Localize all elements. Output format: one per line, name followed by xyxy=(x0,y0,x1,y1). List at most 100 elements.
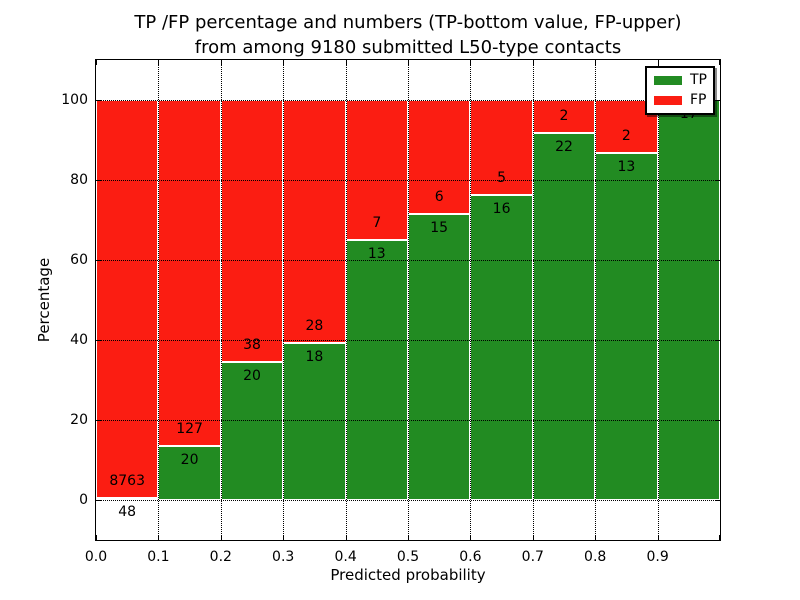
x-tick-mark xyxy=(595,60,597,65)
fp-count-label: 5 xyxy=(497,170,507,187)
y-tick-mark xyxy=(715,420,720,421)
horizontal-gridline xyxy=(96,100,720,101)
fp-count-label: 38 xyxy=(243,337,261,354)
x-tick-mark xyxy=(595,535,597,540)
x-tick-mark xyxy=(158,60,160,65)
tp-count-label: 13 xyxy=(617,159,636,176)
vertical-gridline xyxy=(345,60,347,540)
tp-count-label: 20 xyxy=(180,451,199,468)
x-tick-mark xyxy=(220,60,222,65)
horizontal-gridline xyxy=(96,420,720,421)
tp-bar-segment xyxy=(532,133,596,500)
tp-bar-segment xyxy=(158,445,221,500)
x-tick-mark xyxy=(470,60,472,65)
tp-count-label: 22 xyxy=(555,139,573,156)
x-tick-mark xyxy=(283,60,285,65)
legend-entry-label: FP xyxy=(690,92,707,108)
x-tick-mark xyxy=(96,535,97,540)
y-tick-mark xyxy=(96,180,101,181)
tp-count-label: 18 xyxy=(305,349,324,366)
vertical-gridline xyxy=(470,60,472,540)
x-tick-mark xyxy=(220,535,222,540)
chart-title-line1: TP /FP percentage and numbers (TP-bottom… xyxy=(134,12,682,33)
plot-area: 876348127203820281871361551622221317 xyxy=(95,59,721,541)
vertical-gridline xyxy=(283,60,285,540)
fp-count-label: 127 xyxy=(176,420,203,437)
x-tick-label: 0.9 xyxy=(646,549,669,565)
y-tick-label: 0 xyxy=(79,492,88,508)
y-tick-label: 80 xyxy=(70,172,88,188)
y-tick-mark xyxy=(96,420,101,421)
legend-entry-label: TP xyxy=(690,72,707,88)
y-tick-mark xyxy=(715,100,720,101)
x-tick-mark xyxy=(283,535,285,540)
x-tick-label: 0.5 xyxy=(396,549,420,565)
fp-bar-segment xyxy=(220,100,284,363)
tp-bar-segment xyxy=(345,240,408,500)
x-tick-label: 0.2 xyxy=(209,549,232,565)
tp-bar-segment xyxy=(595,153,658,500)
x-tick-mark xyxy=(345,60,347,65)
fp-bar-segment xyxy=(96,100,159,498)
y-tick-label: 20 xyxy=(70,412,88,428)
x-tick-mark xyxy=(408,535,409,540)
fp-count-label: 7 xyxy=(372,215,382,231)
chart-title-line2: from among 9180 submitted L50-type conta… xyxy=(194,37,622,58)
tp-count-label: 15 xyxy=(430,220,449,237)
legend-entry: FP xyxy=(654,92,707,108)
vertical-gridline xyxy=(408,60,409,540)
y-tick-mark xyxy=(96,100,101,101)
x-tick-mark xyxy=(719,60,720,65)
fp-count-label: 28 xyxy=(305,318,324,335)
horizontal-gridline xyxy=(96,500,720,501)
x-tick-label: 0.6 xyxy=(459,549,482,565)
x-tick-mark xyxy=(657,535,659,540)
horizontal-gridline xyxy=(96,340,720,341)
vertical-gridline xyxy=(158,60,160,540)
tp-bar-segment xyxy=(657,100,720,500)
y-tick-mark xyxy=(715,340,720,341)
tp-bar-segment xyxy=(96,497,159,500)
x-tick-mark xyxy=(470,535,472,540)
x-axis-label: Predicted probability xyxy=(330,566,486,584)
fp-bar-segment xyxy=(408,100,471,215)
fp-count-label: 2 xyxy=(621,128,631,145)
fp-count-label: 6 xyxy=(434,189,444,206)
fp-legend-swatch xyxy=(654,96,682,105)
x-tick-label: 0.4 xyxy=(334,549,357,565)
x-tick-mark xyxy=(96,60,97,65)
tp-bar-segment xyxy=(408,214,471,500)
vertical-gridline xyxy=(657,60,659,540)
horizontal-gridline xyxy=(96,180,720,181)
vertical-gridline xyxy=(595,60,597,540)
vertical-gridline xyxy=(220,60,222,540)
x-tick-mark xyxy=(158,535,160,540)
x-tick-mark xyxy=(532,60,534,65)
tp-count-label: 20 xyxy=(243,368,261,385)
chart-title: TP /FP percentage and numbers (TP-bottom… xyxy=(96,10,720,60)
fp-count-label: 8763 xyxy=(109,472,146,489)
legend-entry: TP xyxy=(654,72,707,88)
vertical-gridline xyxy=(532,60,534,540)
x-tick-label: 0.7 xyxy=(521,549,544,565)
tp-count-label: 13 xyxy=(367,246,386,262)
fp-count-label: 2 xyxy=(559,108,569,125)
x-tick-mark xyxy=(532,535,534,540)
y-tick-mark xyxy=(715,180,720,181)
y-tick-label: 60 xyxy=(70,252,88,268)
tp-count-label: 16 xyxy=(492,201,511,218)
y-tick-label: 40 xyxy=(70,332,88,348)
x-tick-mark xyxy=(408,60,409,65)
y-tick-mark xyxy=(96,340,101,341)
y-tick-mark xyxy=(715,260,720,261)
tp-bar-segment xyxy=(283,343,346,500)
fp-bar-segment xyxy=(283,100,346,344)
y-tick-mark xyxy=(715,500,720,501)
fp-bar-segment xyxy=(158,100,221,446)
tp-count-label: 48 xyxy=(118,503,137,520)
x-tick-label: 0.3 xyxy=(272,549,295,565)
x-tick-mark xyxy=(345,535,347,540)
y-tick-mark xyxy=(96,500,101,501)
x-tick-mark xyxy=(657,60,659,65)
